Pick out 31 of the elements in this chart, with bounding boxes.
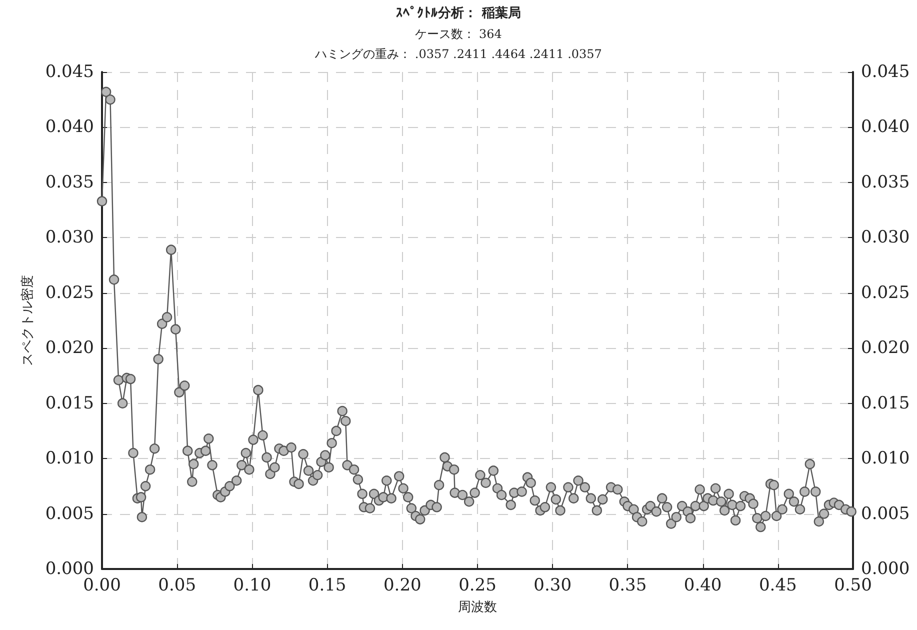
y-tick-label: 0.015 xyxy=(45,393,94,414)
x-tick-label: 0.05 xyxy=(158,576,196,596)
y-tick-label: 0.010 xyxy=(45,448,94,469)
y2-tick-label: 0.030 xyxy=(861,228,910,248)
chart-title: ｽﾍﾟｸﾄﾙ分析： 稲葉局 xyxy=(396,5,521,21)
x-tick-label: 0.10 xyxy=(233,576,272,596)
y-tick-label: 0.005 xyxy=(45,504,94,524)
y2-tick-label: 0.020 xyxy=(861,338,910,358)
y-tick-label: 0.030 xyxy=(45,228,94,248)
x-tick-label: 0.40 xyxy=(684,576,722,596)
y2-tick-label: 0.010 xyxy=(861,448,910,469)
y2-tick-label: 0.035 xyxy=(861,172,910,192)
y-axis-title: スペクトル密度 xyxy=(19,275,36,366)
x-tick-label: 0.35 xyxy=(608,576,647,596)
x-tick-label: 0.30 xyxy=(534,576,572,596)
y2-tick-label: 0.015 xyxy=(861,393,910,414)
y-tick-label: 0.025 xyxy=(45,282,94,303)
chart-subtitle: ケース数： 364 ハミングの重み： .0357 .2411 .4464 .2411 .0357 xyxy=(314,27,602,61)
y-tick-label: 0.045 xyxy=(45,62,94,82)
x-tick-label: 0.20 xyxy=(383,576,422,596)
y2-tick-label: 0.005 xyxy=(861,504,910,524)
y2-tick-label: 0.045 xyxy=(861,62,910,82)
x-tick-label: 0.15 xyxy=(308,576,346,596)
y-tick-label: 0.035 xyxy=(45,172,94,192)
x-axis-title: 周波数 xyxy=(458,600,497,615)
y-tick-label: 0.020 xyxy=(45,338,94,358)
y2-tick-label: 0.040 xyxy=(861,117,910,138)
y-tick-label: 0.040 xyxy=(45,117,94,138)
x-tick-label: 0.25 xyxy=(458,576,496,596)
y2-tick-label: 0.025 xyxy=(861,282,910,303)
x-tick-label: 0.45 xyxy=(758,576,797,596)
